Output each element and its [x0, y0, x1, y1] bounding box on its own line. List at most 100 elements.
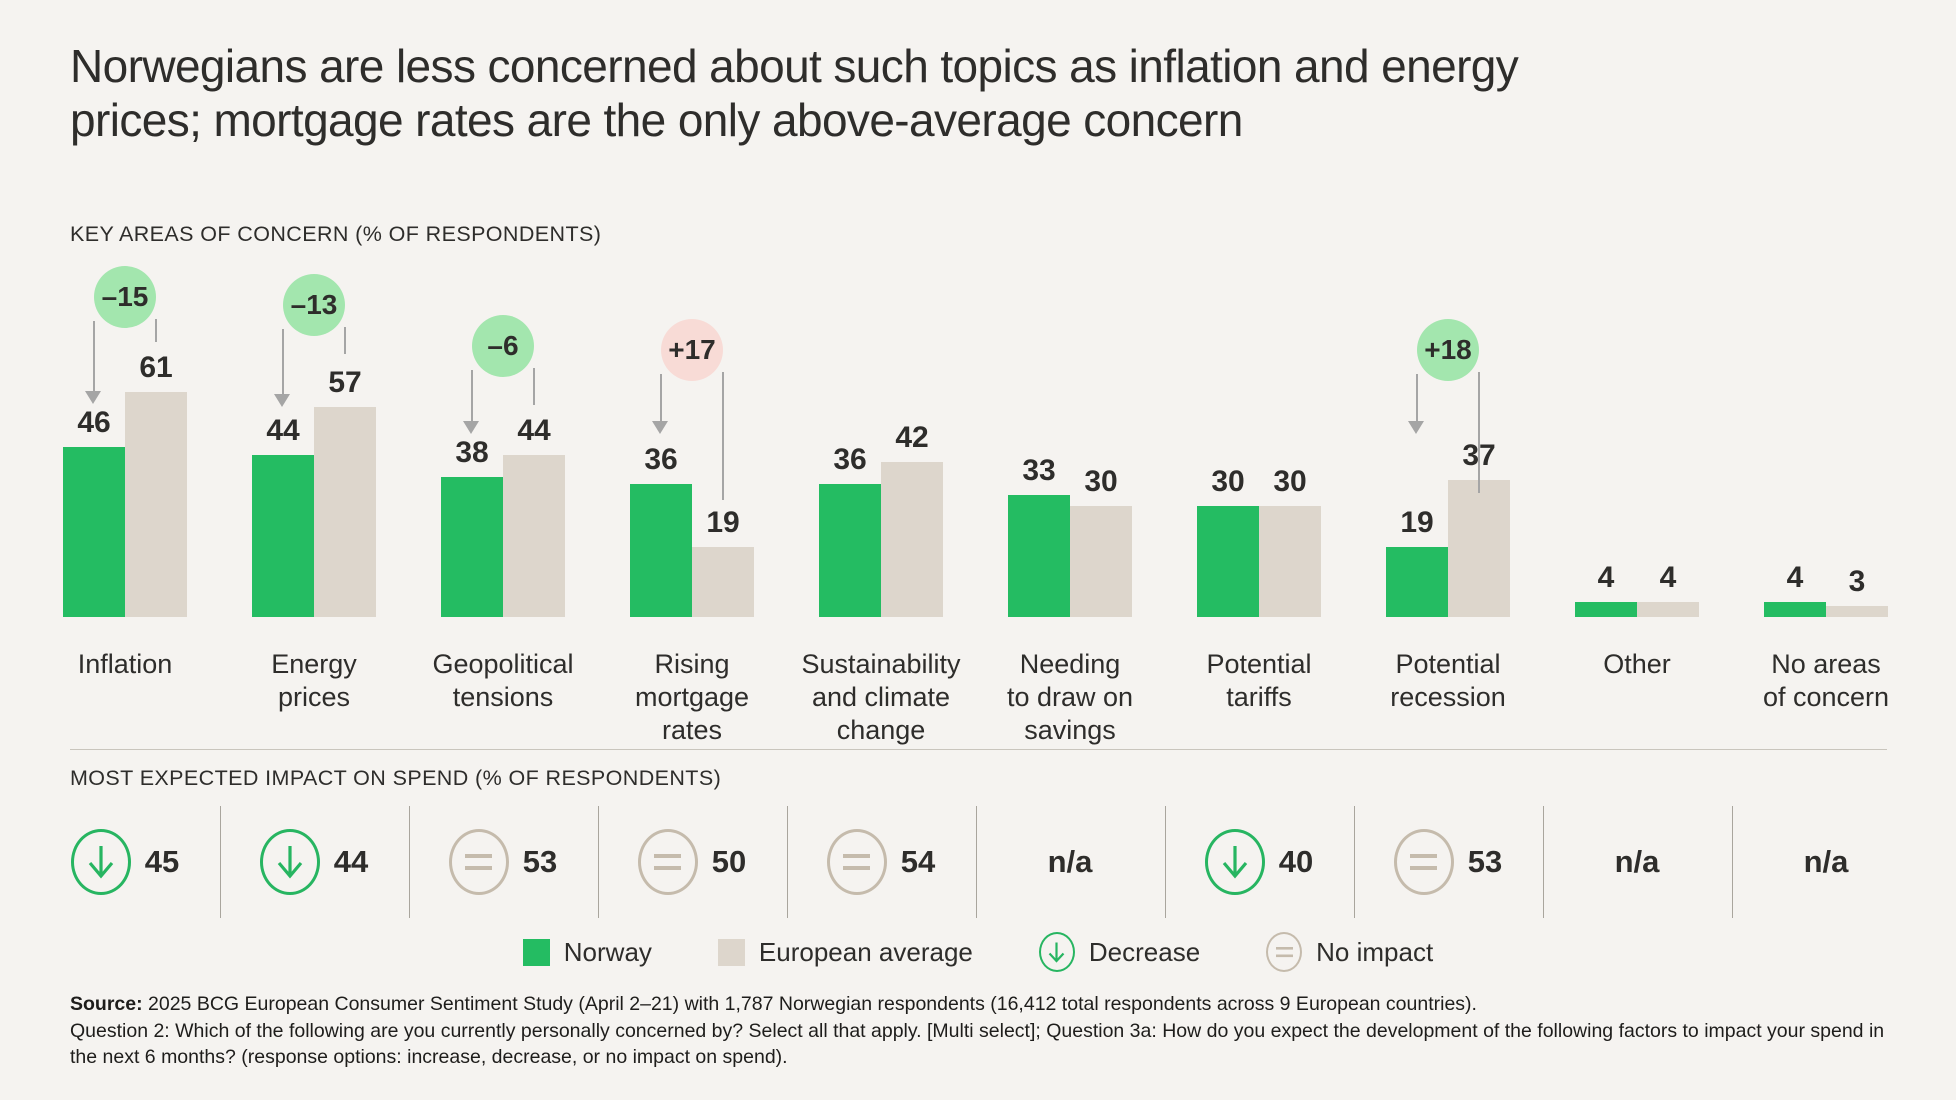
- delta-arrow-line: [1416, 374, 1418, 421]
- no-impact-icon: [1393, 829, 1454, 895]
- impact-value: 53: [1467, 844, 1503, 879]
- norway-swatch-icon: [522, 938, 550, 966]
- bar-norway: [1575, 602, 1637, 617]
- concern-section-heading: KEY AREAS OF CONCERN (% OF RESPONDENTS): [70, 222, 602, 246]
- section-divider: [70, 749, 1887, 750]
- bar-norway: [630, 484, 692, 617]
- bar-value-label: 3: [1848, 564, 1866, 598]
- no-impact-icon: [1266, 932, 1303, 972]
- category-label: Potential recession: [1390, 649, 1506, 712]
- no-impact-icon: [637, 829, 698, 895]
- bar-value-label: 61: [139, 350, 173, 384]
- bar-value-label: 30: [1084, 465, 1118, 499]
- bar-european-average: [1826, 605, 1888, 617]
- impact-value: 54: [900, 844, 936, 879]
- impact-value: n/a: [1047, 844, 1093, 879]
- impact-cell: n/a: [1543, 818, 1731, 906]
- bar-norway: [441, 476, 503, 617]
- impact-cell: 53: [1354, 818, 1542, 906]
- column-divider: [1164, 806, 1166, 918]
- delta-bubble: –15: [94, 266, 156, 328]
- impact-cell: 44: [220, 818, 408, 906]
- legend: Norway European average Decrease No impa…: [0, 932, 1956, 972]
- bar-european-average: [314, 406, 376, 617]
- legend-label: European average: [758, 936, 973, 967]
- no-impact-icon: [826, 829, 887, 895]
- impact-value: 45: [144, 844, 180, 879]
- question-text: Question 2: Which of the following are y…: [70, 1019, 1885, 1069]
- delta-connector-line: [722, 372, 724, 500]
- bar-value-label: 19: [1400, 505, 1434, 539]
- delta-arrowhead-icon: [274, 394, 290, 407]
- legend-item-european-average: European average: [717, 936, 973, 968]
- decrease-icon: [70, 829, 131, 895]
- category-label: Sustainability and climate change: [801, 649, 961, 745]
- column-divider: [1731, 806, 1733, 918]
- impact-value: n/a: [1614, 844, 1660, 879]
- category-label: Potential tariffs: [1206, 649, 1312, 712]
- delta-arrowhead-icon: [463, 421, 479, 434]
- delta-arrow-line: [282, 329, 284, 394]
- bar-european-average: [1448, 480, 1510, 617]
- impact-cell: 54: [787, 818, 975, 906]
- column-divider: [597, 806, 599, 918]
- delta-bubble: +17: [661, 319, 723, 381]
- legend-item-norway: Norway: [522, 936, 652, 968]
- column-divider: [219, 806, 221, 918]
- delta-arrow-line: [471, 370, 473, 421]
- delta-connector-line: [155, 319, 157, 342]
- no-impact-icon: [448, 829, 509, 895]
- bar-value-label: 57: [328, 365, 362, 399]
- bar-value-label: 33: [1022, 454, 1056, 488]
- bar-european-average: [1070, 506, 1132, 617]
- delta-arrowhead-icon: [652, 421, 668, 434]
- bar-european-average: [503, 454, 565, 617]
- bar-norway: [252, 454, 314, 617]
- impact-value: 40: [1278, 844, 1314, 879]
- column-divider: [786, 806, 788, 918]
- decrease-icon: [259, 829, 320, 895]
- category-label: Geopolitical tensions: [432, 649, 574, 712]
- category-label: Inflation: [77, 649, 173, 679]
- bar-value-label: 36: [644, 443, 678, 477]
- bar-european-average: [1259, 506, 1321, 617]
- impact-cell: 53: [409, 818, 597, 906]
- decrease-icon: [1204, 829, 1265, 895]
- legend-label: No impact: [1316, 936, 1434, 967]
- bar-european-average: [881, 462, 943, 617]
- impact-cell: 50: [598, 818, 786, 906]
- bar-norway: [1764, 602, 1826, 617]
- bar-norway: [1386, 546, 1448, 617]
- decrease-icon: [1038, 932, 1075, 972]
- delta-bubble: +18: [1417, 319, 1479, 381]
- bar-norway: [1008, 495, 1070, 617]
- bar-value-label: 4: [1597, 561, 1615, 595]
- delta-bubble: –6: [472, 315, 534, 377]
- bar-value-label: 30: [1211, 465, 1245, 499]
- impact-value: 44: [333, 844, 369, 879]
- bar-european-average: [125, 391, 187, 617]
- column-divider: [1542, 806, 1544, 918]
- column-divider: [408, 806, 410, 918]
- bar-norway: [819, 484, 881, 617]
- category-label: Rising mortgage rates: [634, 649, 750, 745]
- bar-value-label: 44: [266, 413, 300, 447]
- legend-label: Norway: [563, 936, 652, 967]
- european-average-swatch-icon: [717, 938, 745, 966]
- bar-value-label: 38: [455, 435, 489, 469]
- delta-connector-line: [533, 368, 535, 405]
- bar-value-label: 30: [1273, 465, 1307, 499]
- bar-value-label: 46: [77, 406, 111, 440]
- source-text: 2025 BCG European Consumer Sentiment Stu…: [142, 993, 1477, 1015]
- bar-value-label: 44: [517, 413, 551, 447]
- delta-arrowhead-icon: [1408, 421, 1424, 434]
- delta-bubble: –13: [283, 274, 345, 336]
- impact-section-heading: MOST EXPECTED IMPACT ON SPEND (% OF RESP…: [70, 766, 722, 790]
- impact-value: 53: [522, 844, 558, 879]
- impact-cell: n/a: [976, 818, 1164, 906]
- source-footnote: Source: 2025 BCG European Consumer Senti…: [70, 991, 1906, 1071]
- column-divider: [975, 806, 977, 918]
- delta-arrow-line: [660, 374, 662, 421]
- category-label: No areas of concern: [1762, 649, 1890, 712]
